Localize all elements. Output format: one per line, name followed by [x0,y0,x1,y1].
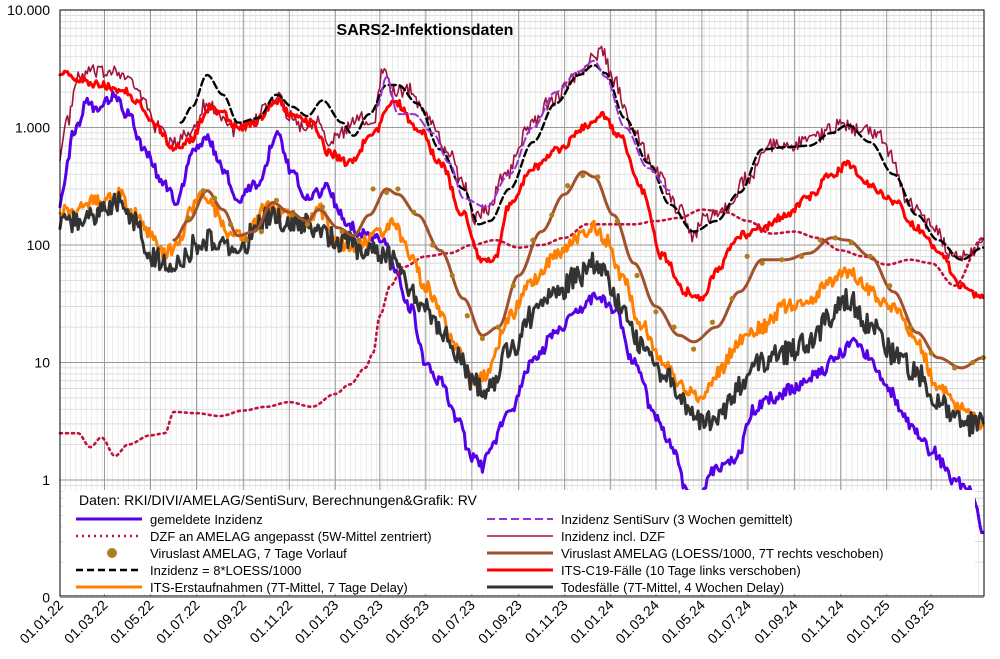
viruslast-dot [479,335,485,342]
viruslast-dot [744,253,750,259]
viruslast-dot [243,237,249,243]
viruslast-dot [565,183,571,189]
chart-title: SARS2-Infektionsdaten [337,22,514,39]
viruslast-dot [449,272,455,279]
viruslast-dot [817,237,823,243]
viruslast-dot [970,359,976,366]
legend-items: gemeldete Inzidenz Inzidenz SentiSurv (3 … [76,512,884,595]
viruslast-dot [779,257,785,263]
series-line-loess [179,63,985,261]
viruslast-dot [304,221,311,227]
legend-label-its_aufn: ITS-Erstaufnahmen (7T-Mittel, 7 Tage Del… [150,580,408,595]
viruslast-dot [495,324,501,330]
legend-label-tod: Todesfälle (7T-Mittel, 4 Wochen Delay) [561,580,784,595]
viruslast-dot [580,172,586,179]
viruslast-dot [273,197,280,203]
viruslast-dot [759,260,765,266]
viruslast-dot [464,313,470,319]
legend-label-vl_dots: Viruslast AMELAG, 7 Tage Vorlauf [150,546,347,561]
viruslast-dot [691,346,697,352]
viruslast-dot [980,355,986,361]
y-tick-label: 1.000 [15,120,50,136]
viruslast-dot [928,350,934,356]
viruslast-dot [549,212,555,218]
viruslast-dot [729,295,735,302]
viruslast-dot [370,186,376,192]
y-tick-label: 10 [34,355,50,371]
legend-swatch-vl_dots [107,548,117,558]
series-line-tod [58,191,985,438]
viruslast-dot [653,309,659,315]
viruslast-dot [200,188,206,194]
series-line-viruslast [172,170,984,370]
viruslast-dot [867,253,873,259]
source-note: Daten: RKI/DIVI/AMELAG/SentiSurv, Berech… [79,492,478,508]
viruslast-dot [951,365,958,371]
viruslast-dot [510,283,516,289]
legend-label-its_c19: ITS-C19-Fälle (10 Tage links verschoben) [561,563,801,578]
viruslast-dot [289,212,295,218]
viruslast-dot [832,235,839,241]
y-tick-label: 100 [27,237,51,253]
legend-box [63,490,975,594]
viruslast-dot [227,221,234,227]
viruslast-dot [258,229,264,235]
viruslast-dot [185,215,191,221]
viruslast-dot [339,229,345,235]
viruslast-dot [614,218,621,224]
legend-label-inz_dzf: Inzidenz incl. DZF [561,529,665,544]
viruslast-dot [411,209,417,215]
viruslast-dot [798,253,805,259]
viruslast-dot [848,239,854,246]
viruslast-dot [430,242,436,248]
series-line-gemeldet [58,90,985,535]
series-line-its_c19 [58,69,985,302]
y-tick-label: 1 [42,472,50,488]
viruslast-dot [319,204,326,210]
legend-label-dzf: DZF an AMELAG angepasst (5W-Mittel zentr… [150,529,432,544]
viruslast-dot [530,237,536,243]
viruslast-dot [384,189,390,196]
y-tick-label: 0 [42,590,50,606]
legend-label-gemeldet: gemeldete Inzidenz [150,512,263,527]
series-layer [58,45,986,535]
viruslast-dot [634,272,640,279]
series-line-its_aufn [58,186,985,431]
legend-label-viruslast: Viruslast AMELAG (LOESS/1000, 7T rechts … [561,546,884,561]
legend-label-loess: Inzidenz = 8*LOESS/1000 [150,563,301,578]
viruslast-dot [671,324,677,330]
viruslast-dot [887,283,893,289]
viruslast-dot [212,195,218,201]
legend: Daten: RKI/DIVI/AMELAG/SentiSurv, Berech… [63,490,975,595]
viruslast-dot [395,186,401,192]
plot-frame [59,9,985,597]
y-tick-label: 10.000 [7,2,50,18]
series-line-dzf [58,208,985,458]
viruslast-dot [709,319,716,325]
series-line-inz_dzf [59,45,984,262]
legend-label-sentisurv: Inzidenz SentiSurv (3 Wochen gemittelt) [561,512,793,527]
viruslast-dot [595,174,601,180]
viruslast-dot [907,324,913,330]
series-line-sentisurv [375,59,671,209]
viruslast-dot [356,237,362,243]
